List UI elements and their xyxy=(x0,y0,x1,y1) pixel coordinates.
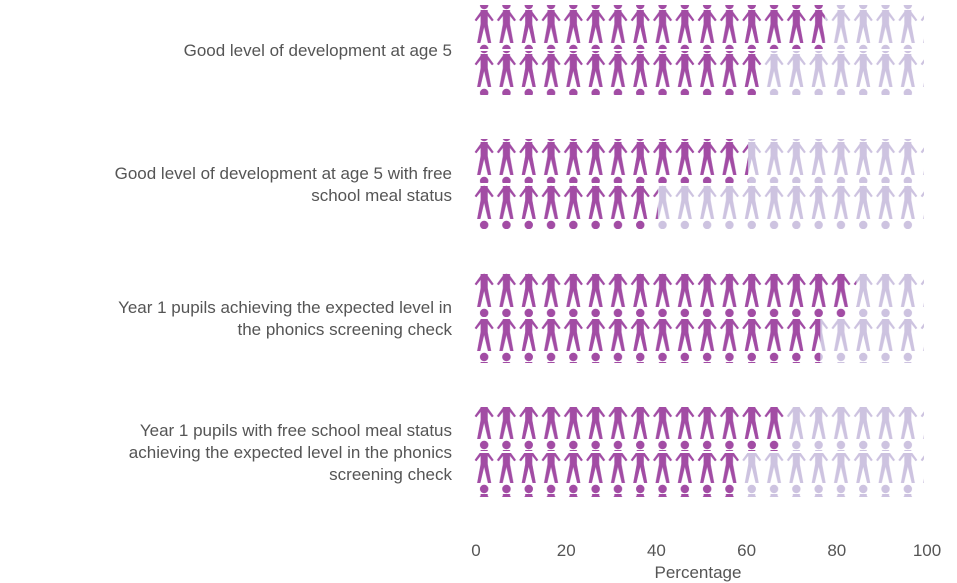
category-label-line: screening check xyxy=(329,465,452,484)
category-label-line: the phonics screening check xyxy=(237,320,452,339)
category-label-3: Year 1 pupils with free school meal stat… xyxy=(129,421,453,484)
x-axis-title: Percentage xyxy=(655,563,742,582)
bar-1-0 xyxy=(473,139,749,183)
x-tick-label: 40 xyxy=(647,541,666,560)
bar-3-0 xyxy=(473,407,785,451)
category-label-line: achieving the expected level in the phon… xyxy=(129,443,452,462)
category-label-line: Good level of development at age 5 with … xyxy=(115,164,452,183)
bar-2-0 xyxy=(473,273,857,317)
bar-0-1 xyxy=(473,51,762,95)
x-tick-label: 0 xyxy=(471,541,480,560)
category-label-1: Good level of development at age 5 with … xyxy=(115,164,452,205)
category-label-line: school meal status xyxy=(311,186,452,205)
bars xyxy=(473,5,924,497)
category-label-line: Good level of development at age 5 xyxy=(184,41,452,60)
x-tick-label: 80 xyxy=(827,541,846,560)
x-axis-ticks: 0 20 40 60 80 100 xyxy=(471,541,941,560)
x-tick-label: 20 xyxy=(557,541,576,560)
bar-1-1 xyxy=(473,185,658,229)
category-label-line: Year 1 pupils achieving the expected lev… xyxy=(118,298,452,317)
category-label-0: Good level of development at age 5 xyxy=(184,41,452,60)
category-labels: Good level of development at age 5 Good l… xyxy=(115,41,453,484)
x-tick-label: 60 xyxy=(737,541,756,560)
category-label-2: Year 1 pupils achieving the expected lev… xyxy=(118,298,452,339)
bar-2-1 xyxy=(473,319,821,363)
bar-0-0 xyxy=(473,5,825,49)
bar-3-1 xyxy=(473,453,740,497)
category-label-line: Year 1 pupils with free school meal stat… xyxy=(140,421,452,440)
x-tick-label: 100 xyxy=(913,541,941,560)
